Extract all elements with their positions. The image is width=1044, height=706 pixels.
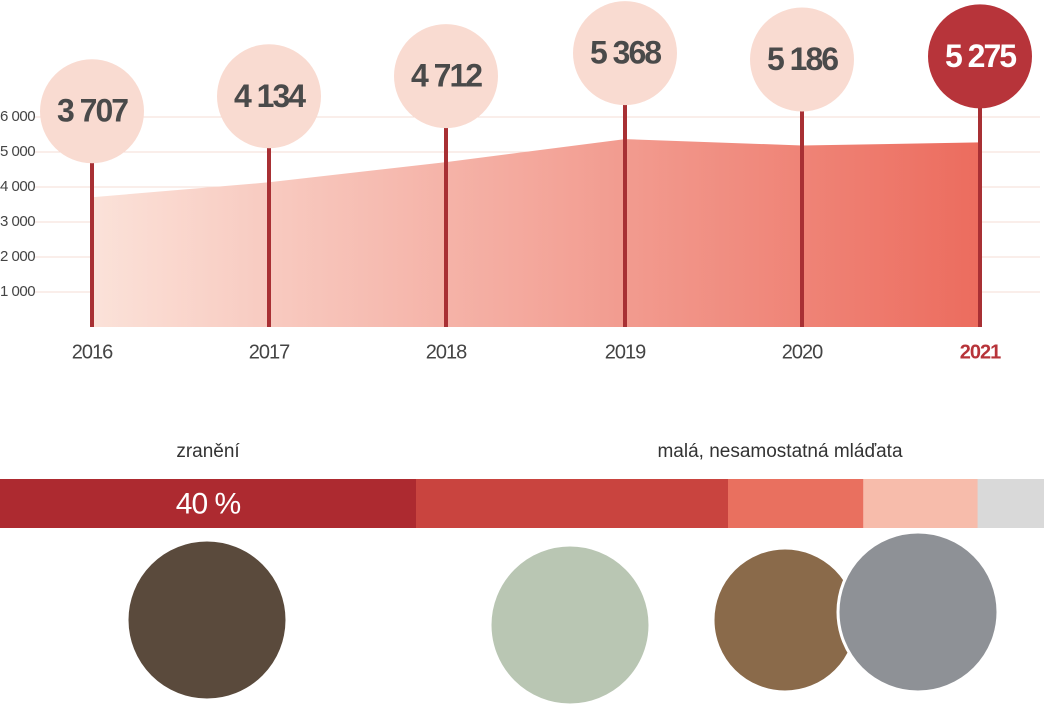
photo-chick [488,543,652,706]
value-label: 40 % [176,487,241,520]
bubble [750,7,854,112]
bubble [40,59,144,164]
x-tick-label: 2019 [605,341,646,363]
bubble [573,1,677,106]
x-tick-label: 2017 [249,341,290,363]
category-label: malá, nesamostatná mláďata [657,441,903,462]
bubble [217,44,321,149]
area-chart: 1 000 2 000 3 000 4 000 5 000 6 000 3 707 2016 4… [0,1,1040,363]
stacked-bar: 40 %zranění30 %malá, nesamostatná mláďat… [0,441,1044,528]
y-tick-label: 2 000 [0,248,35,265]
x-tick-label: 2021 [960,341,1001,363]
y-tick-label: 1 000 [0,283,35,300]
photo-fawn [711,546,859,694]
value-label: 3 707 [57,93,128,129]
y-tick-label: 5 000 [0,143,35,160]
value-label: 4 134 [234,78,306,114]
y-tick-label: 6 000 [0,108,35,125]
y-tick-label: 4 000 [0,178,35,195]
area [92,139,980,327]
x-tick-label: 2018 [426,341,467,363]
bubble [394,24,498,129]
x-tick-label: 2016 [72,341,113,363]
photo-swift [836,530,1000,694]
bar-segment [977,479,1044,528]
bar-segment [0,479,416,528]
value-label: 5 368 [590,35,661,71]
photo-kestrel [125,538,289,702]
y-tick-label: 3 000 [0,213,35,230]
x-tick-label: 2020 [782,341,823,363]
category-label: zranění [176,441,240,462]
value-label: 5 186 [767,41,838,77]
photos [125,530,1000,706]
value-label: 5 275 [945,38,1016,74]
value-label: 4 712 [411,58,482,94]
bubble [928,4,1032,109]
